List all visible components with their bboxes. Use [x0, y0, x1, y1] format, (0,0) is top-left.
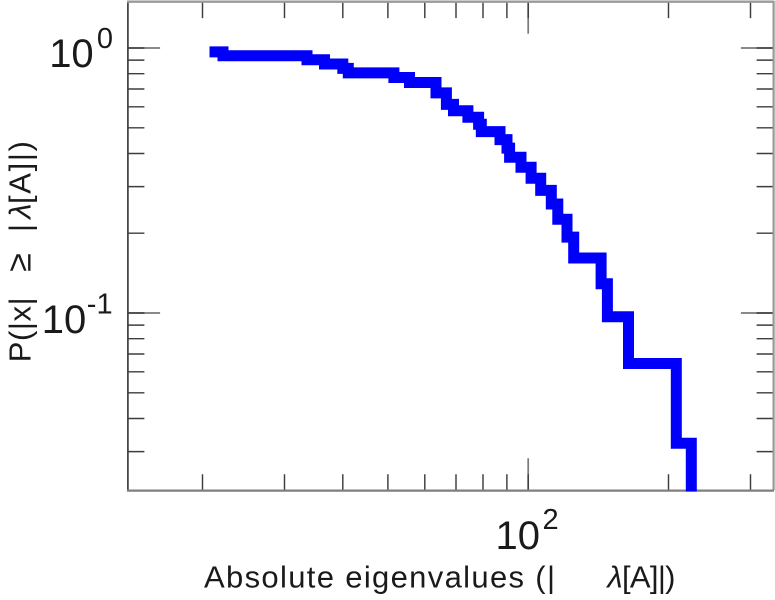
svg-text:[A]|): [A]|)	[622, 560, 676, 595]
svg-text:2: 2	[543, 504, 559, 536]
svg-text:10: 10	[496, 514, 541, 558]
svg-text:≥: ≥	[1, 253, 39, 272]
svg-text:λ: λ	[3, 204, 38, 221]
svg-text:Absolute eigenvalues (|: Absolute eigenvalues (|	[204, 560, 555, 595]
svg-text:0: 0	[97, 23, 113, 55]
svg-text:10: 10	[49, 32, 93, 76]
svg-text:-1: -1	[87, 288, 113, 320]
svg-text:P(|x|: P(|x|	[3, 297, 38, 362]
svg-text:|: |	[3, 224, 38, 232]
svg-text:10: 10	[42, 298, 87, 342]
svg-text:λ: λ	[605, 560, 622, 595]
